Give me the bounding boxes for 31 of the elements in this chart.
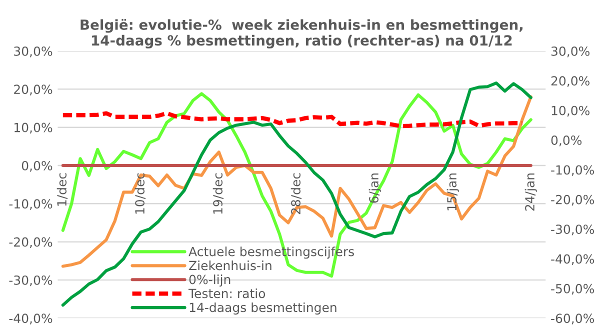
y2-tick-label: -10,0% (551, 165, 594, 176)
y2-tick-label: -50,0% (551, 284, 594, 295)
y2-tick-label: -60,0% (551, 314, 594, 324)
y-tick-label: -40,0% (9, 314, 52, 324)
y-tick-label: -30,0% (9, 275, 52, 286)
y-tick-label: -10,0% (9, 199, 52, 210)
x-tick-label: 24/jan (524, 173, 537, 211)
y-tick-label: 0,0% (22, 160, 52, 172)
x-tick-label: 28/dec (290, 173, 302, 214)
y2-tick-label: 30,0% (551, 46, 590, 58)
x-tick-label: 15/jan (446, 173, 459, 210)
legend-label: 14-daags besmettingen (190, 302, 336, 315)
y-tick-label: 30,0% (14, 46, 52, 58)
y2-tick-label: -30,0% (551, 224, 594, 236)
y2-tick-label: 20,0% (551, 76, 590, 87)
y2-tick-label: -20,0% (551, 194, 594, 206)
x-tick-label: 10/dec (134, 173, 146, 214)
y-tick-label: 20,0% (14, 84, 52, 96)
legend-label: Testen: ratio (188, 288, 266, 298)
chart-title: België: evolutie-% week ziekenhuis-in en besmettingen, 14-daags % besmettingen, ratio (rechter-as) na 01/12 (80, 19, 522, 48)
y-tick-label: 10,0% (14, 122, 52, 134)
y2-tick-label: 10,0% (552, 106, 590, 117)
x-tick-label: 6/jan (368, 173, 381, 203)
x-tick-label: 19/dec (212, 173, 224, 214)
y2-tick-label: -40,0% (551, 254, 594, 265)
y-tick-label: -20,0% (9, 237, 52, 248)
line-series (60, 111, 524, 128)
legend-label: Ziekenhuis-in (189, 260, 272, 270)
y2-tick-label: 0,0% (551, 136, 582, 146)
x-tick-label: 1/dec (56, 173, 68, 206)
legend-label: 0%-lijn (189, 274, 230, 287)
